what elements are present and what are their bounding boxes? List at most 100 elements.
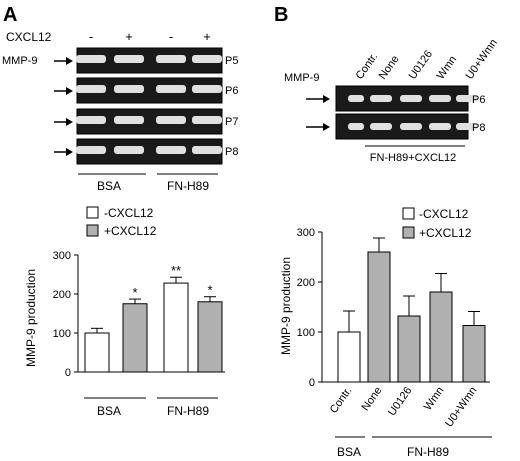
- treatment-sign: -: [169, 29, 173, 44]
- mmp9-label: MMP-9: [284, 72, 319, 84]
- group-label: BSA: [337, 445, 361, 459]
- gel-band: [156, 55, 186, 63]
- significance-marker: *: [132, 285, 137, 300]
- gel-band: [156, 146, 186, 154]
- arrow-icon: [66, 87, 73, 95]
- y-tick-label: 200: [297, 277, 315, 289]
- cxcl12-treatment-label: CXCL12: [6, 30, 52, 44]
- legend-swatch-filled: [86, 224, 99, 237]
- legend-label: +CXCL12: [104, 224, 157, 238]
- category-label: U0126: [386, 385, 414, 418]
- panel-a-letter: A: [3, 4, 17, 26]
- y-tick-label: 100: [297, 327, 315, 339]
- bar: [397, 315, 421, 383]
- panel-b: B MMP-9 Contr. None U0126 Wmn U0+Wmn P6 …: [274, 4, 500, 164]
- passage-label: P5: [225, 55, 238, 67]
- category-label: Contr.: [328, 385, 355, 416]
- group-label: FN-H89: [167, 179, 209, 193]
- legend-label: -CXCL12: [419, 207, 469, 221]
- lane-label: Contr.: [354, 51, 381, 82]
- gel-band: [456, 123, 478, 130]
- gel-band: [456, 95, 478, 102]
- passage-label: P8: [472, 122, 485, 134]
- category-label: Wmn: [422, 385, 447, 413]
- treatment-sign: -: [89, 29, 93, 44]
- bar: [122, 303, 148, 373]
- legend-swatch-open: [86, 206, 99, 219]
- gel-band: [192, 146, 222, 154]
- significance-marker: *: [207, 283, 212, 298]
- bar: [163, 282, 189, 373]
- legend-swatch-filled: [402, 226, 415, 239]
- arrow-icon: [323, 123, 330, 131]
- gel-band: [156, 85, 186, 93]
- bar: [84, 332, 110, 373]
- arrow-icon: [66, 148, 73, 156]
- gel-band: [348, 123, 364, 130]
- treatment-sign: +: [125, 29, 133, 44]
- gel-band: [76, 146, 106, 154]
- group-label: BSA: [97, 179, 121, 193]
- gel-band: [370, 95, 392, 102]
- lane-label: U0126: [407, 48, 435, 81]
- gel-band: [192, 116, 222, 124]
- y-axis-label: MMP-9 production: [279, 257, 293, 355]
- y-tick-label: 300: [53, 250, 71, 262]
- gel-band: [76, 85, 106, 93]
- lane-label: Wmn: [435, 54, 460, 82]
- arrow-icon: [66, 118, 73, 126]
- bar: [429, 291, 453, 383]
- y-tick-label: 0: [65, 367, 71, 379]
- gel-band: [429, 95, 451, 102]
- gel-band: [429, 123, 451, 130]
- y-tick-label: 100: [53, 328, 71, 340]
- gel-band: [76, 55, 106, 63]
- arrow-icon: [323, 95, 330, 103]
- significance-marker: **: [171, 263, 181, 278]
- gel-band: [114, 55, 144, 63]
- bar: [337, 331, 361, 383]
- group-label: FN-H89: [167, 404, 209, 418]
- arrow-icon: [66, 57, 73, 65]
- lane-label: U0+Wmn: [464, 37, 500, 82]
- legend-label: -CXCL12: [104, 206, 154, 220]
- legend-label: +CXCL12: [419, 226, 472, 240]
- bar: [367, 251, 391, 383]
- mmp9-label: MMP-9: [2, 55, 37, 67]
- passage-label: P8: [225, 146, 238, 158]
- passage-label: P7: [225, 116, 238, 128]
- category-label: None: [360, 385, 385, 413]
- gel-band: [114, 85, 144, 93]
- gel-band: [192, 55, 222, 63]
- treatment-sign: +: [203, 29, 211, 44]
- gel-band: [114, 116, 144, 124]
- gel-blots-a: [54, 47, 223, 165]
- y-tick-label: 0: [309, 377, 315, 389]
- gel-band: [370, 123, 392, 130]
- panel-b-letter: B: [274, 4, 288, 26]
- panel-a: A CXCL12 - + - + MMP-9 P5 P6 P7 P8 BSA F…: [2, 4, 238, 193]
- gel-band: [76, 116, 106, 124]
- gel-band: [114, 146, 144, 154]
- group-label: FN-H89: [407, 445, 449, 459]
- y-axis-label: MMP-9 production: [24, 269, 38, 367]
- gel-band: [192, 85, 222, 93]
- passage-label: P6: [225, 85, 238, 97]
- bracket-label: FN-H89+CXCL12: [370, 152, 457, 164]
- bar: [462, 325, 486, 383]
- y-tick-label: 300: [297, 227, 315, 239]
- y-tick-label: 200: [53, 289, 71, 301]
- gel-band: [400, 95, 422, 102]
- lane-label: None: [377, 53, 402, 81]
- category-label: U0+Wmn: [443, 385, 479, 430]
- passage-label: P6: [472, 94, 485, 106]
- gel-band: [348, 95, 364, 102]
- gel-blots-b: [306, 85, 478, 140]
- gel-band: [400, 123, 422, 130]
- legend-swatch-open: [402, 207, 415, 220]
